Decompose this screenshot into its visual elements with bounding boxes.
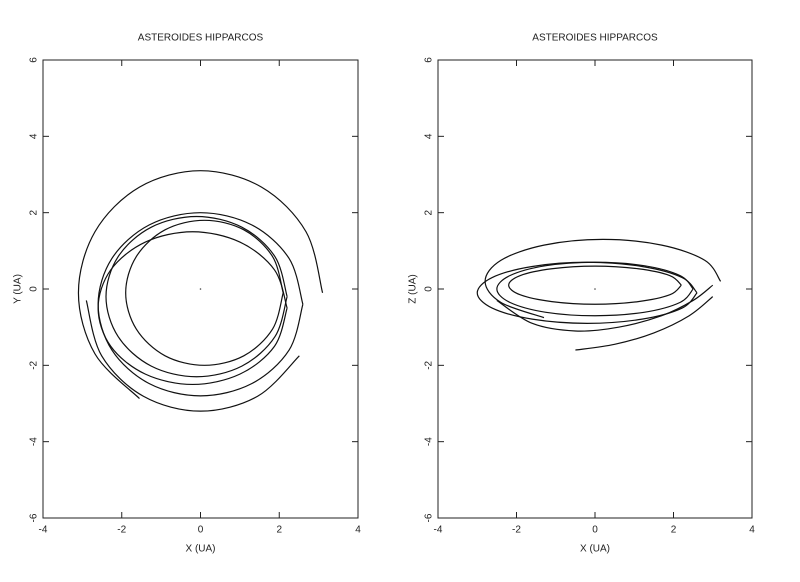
y-tick-label: -4 (424, 437, 435, 446)
x-tick-label: -2 (512, 525, 521, 536)
x-axis-label: X (UA) (580, 544, 610, 555)
orbit (77, 170, 324, 399)
orbit (97, 231, 288, 386)
orbit (97, 212, 304, 397)
orbit (496, 284, 714, 332)
chart-title: ASTEROIDES HIPPARCOS (138, 33, 264, 44)
origin-dot (199, 288, 202, 290)
y-tick-label: 2 (29, 209, 40, 215)
x-tick-label: 4 (355, 525, 361, 536)
x-tick-label: 0 (198, 525, 204, 536)
orbit (575, 296, 714, 351)
x-tick-label: 0 (592, 525, 598, 536)
y-tick-label: 4 (29, 133, 40, 139)
orbit (484, 238, 722, 319)
y-tick-label: -4 (29, 437, 40, 446)
y-tick-label: -6 (424, 513, 435, 522)
y-tick-label: 2 (424, 209, 435, 215)
x-tick-label: 2 (276, 525, 282, 536)
orbit (125, 219, 284, 366)
y-axis-label: Z (UA) (408, 274, 419, 303)
y-tick-label: -2 (424, 360, 435, 369)
y-tick-label: 4 (424, 133, 435, 139)
orbit (508, 265, 682, 305)
x-tick-label: -2 (117, 525, 126, 536)
y-axis-label: Y (UA) (13, 274, 24, 304)
x-tick-label: -4 (39, 525, 48, 536)
y-tick-label: 0 (424, 286, 435, 292)
orbit (496, 261, 694, 317)
orbit (476, 261, 698, 324)
x-tick-label: 2 (671, 525, 677, 536)
orbit (105, 215, 288, 378)
y-tick-label: 0 (29, 286, 40, 292)
origin-dot (594, 288, 596, 290)
y-tick-label: -2 (29, 360, 40, 369)
x-tick-label: 4 (749, 525, 755, 536)
y-tick-label: 6 (424, 57, 435, 63)
orbit (85, 300, 300, 412)
y-tick-label: -6 (29, 513, 40, 522)
x-axis-label: X (UA) (186, 544, 216, 555)
chart-title: ASTEROIDES HIPPARCOS (532, 33, 658, 44)
y-tick-label: 6 (29, 57, 40, 63)
x-tick-label: -4 (434, 525, 443, 536)
